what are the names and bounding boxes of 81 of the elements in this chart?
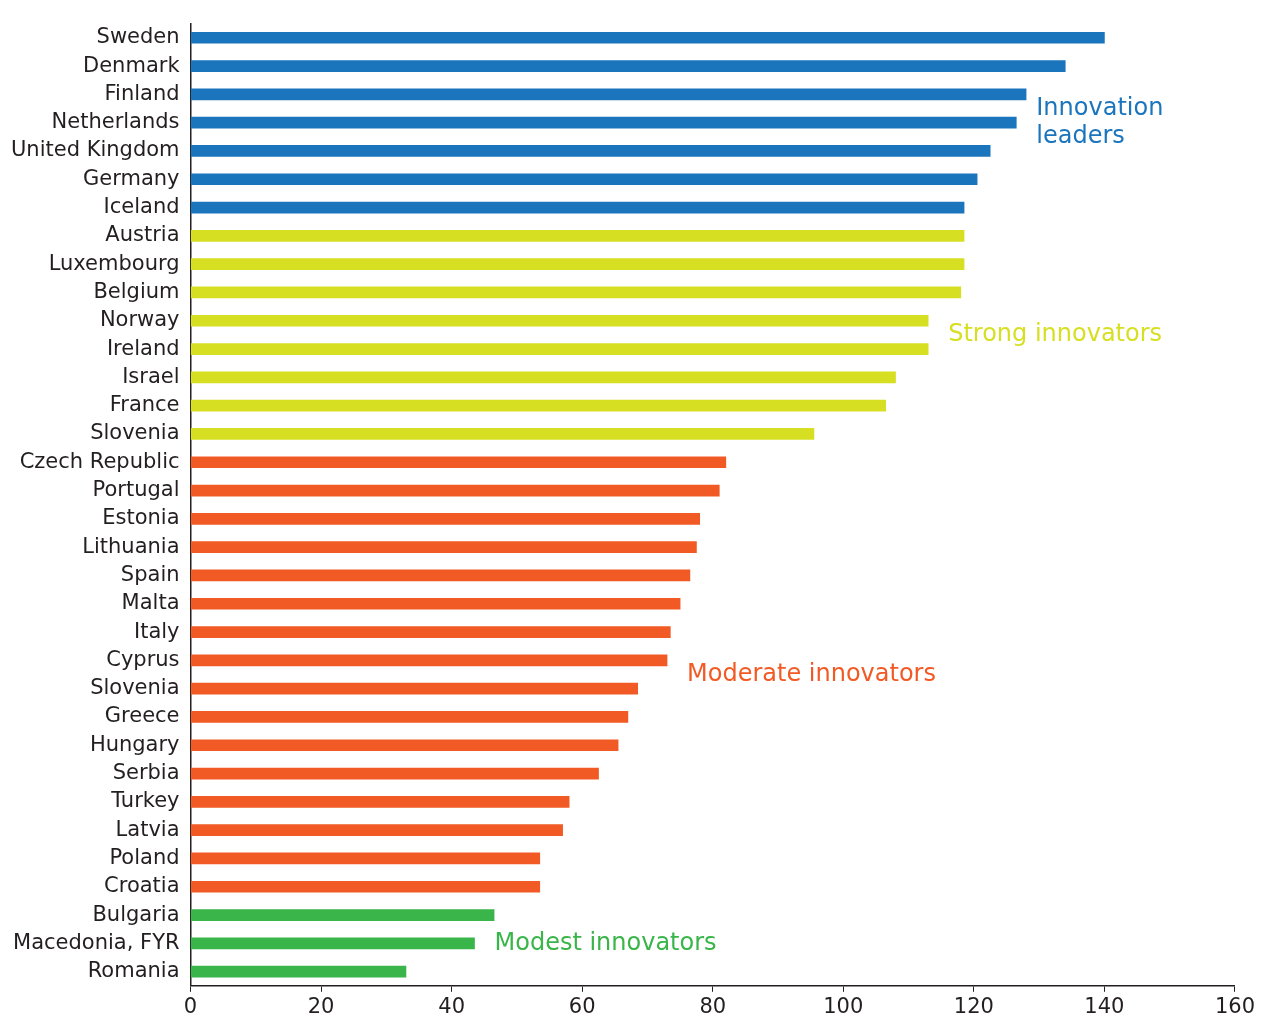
y-tick-label: Luxembourg [48, 250, 180, 275]
y-tick-label: Greece [104, 703, 180, 728]
bar [190, 711, 629, 723]
y-tick-label: Belgium [93, 278, 180, 303]
y-tick-label: Israel [122, 363, 180, 388]
bar [190, 682, 639, 695]
x-tick-label: 140 [1084, 993, 1125, 1018]
y-tick-label: Italy [133, 618, 180, 643]
bar [190, 31, 1105, 44]
y-tick-label: Lithuania [82, 533, 180, 558]
y-tick-label: Netherlands [51, 109, 180, 134]
bar [190, 399, 887, 412]
x-tick-label: 60 [568, 993, 596, 1018]
bar [190, 314, 929, 327]
bar [190, 145, 991, 157]
bar [190, 569, 691, 582]
bar [190, 88, 1027, 101]
bar [190, 60, 1066, 72]
y-tick-label: Denmark [83, 52, 181, 77]
bar [190, 484, 720, 497]
bar [190, 909, 495, 921]
bar [190, 965, 407, 978]
x-tick-label: 40 [438, 993, 466, 1018]
y-tick-label: Czech Republic [19, 448, 180, 473]
y-tick-label: Slovenia [90, 420, 180, 445]
y-tick-label: Estonia [102, 505, 180, 530]
bar [190, 230, 965, 242]
y-tick-label: Cyprus [106, 646, 180, 671]
y-tick-label: Ireland [106, 335, 180, 360]
y-tick-label: Hungary [89, 731, 180, 756]
x-tick-label: 80 [699, 993, 727, 1018]
y-tick-label: Sweden [96, 24, 180, 49]
series-label: Moderate innovators [687, 658, 936, 687]
y-tick-label: United Kingdom [10, 137, 180, 162]
y-tick-label: Croatia [104, 873, 180, 898]
y-tick-label: Austria [105, 222, 180, 247]
bar [190, 371, 896, 384]
bar [190, 428, 815, 440]
x-tick-label: 100 [823, 993, 864, 1018]
bar [190, 597, 681, 610]
bar [190, 456, 727, 469]
bar [190, 343, 929, 355]
bar [190, 852, 541, 865]
y-tick-label: Iceland [103, 194, 180, 218]
bar [190, 626, 671, 638]
x-tick-label: 120 [953, 993, 994, 1018]
bar [190, 796, 570, 808]
y-tick-label: Slovenia [90, 675, 180, 700]
y-tick-label: Turkey [110, 788, 180, 813]
bar [190, 937, 475, 950]
y-tick-label: Germany [83, 165, 180, 190]
y-tick-label: Spain [120, 561, 180, 586]
series-label: Innovation leaders [1036, 92, 1164, 149]
bar [190, 116, 1017, 129]
bar [190, 513, 701, 525]
bar [190, 541, 697, 553]
bar [190, 880, 541, 893]
y-tick-label: France [109, 392, 180, 417]
x-tick-label: 160 [1214, 993, 1256, 1018]
y-tick-label: Bulgaria [92, 901, 180, 926]
y-tick-label: Finland [104, 80, 180, 105]
bar [190, 258, 965, 270]
bar [190, 173, 978, 186]
y-tick-label: Malta [121, 590, 180, 615]
series-label: Modest innovators [494, 927, 717, 956]
y-tick-label: Norway [99, 307, 180, 332]
bar [190, 654, 668, 667]
bar [190, 767, 599, 780]
bar [190, 286, 962, 299]
y-tick-label: Latvia [115, 816, 180, 841]
y-tick-label: Serbia [112, 760, 180, 784]
y-tick-label: Macedonia, FYR [13, 929, 180, 954]
y-tick-label: Portugal [92, 477, 180, 501]
bar [190, 824, 563, 836]
y-tick-label: Poland [109, 844, 180, 869]
x-tick-label: 20 [307, 993, 335, 1018]
y-tick-label: Romania [87, 958, 180, 983]
x-tick-label: 0 [183, 993, 198, 1018]
bar [190, 739, 619, 752]
bar [190, 201, 965, 214]
series-label: Strong innovators [948, 319, 1163, 348]
